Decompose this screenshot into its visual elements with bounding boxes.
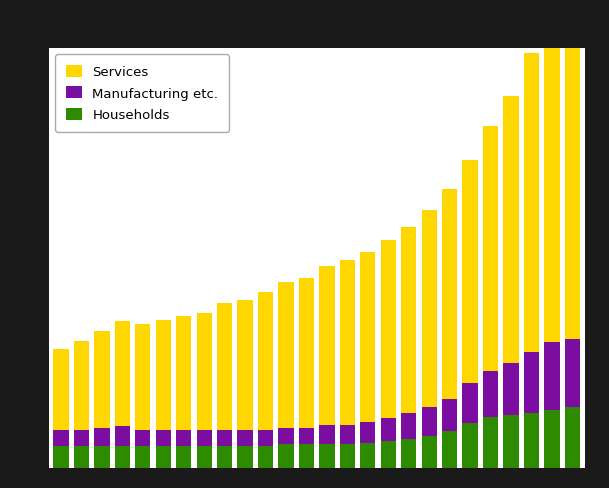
- Bar: [483, 417, 498, 468]
- Bar: [54, 349, 69, 430]
- Bar: [258, 430, 273, 446]
- Bar: [135, 430, 150, 446]
- Bar: [524, 414, 539, 468]
- Bar: [340, 444, 355, 468]
- Bar: [176, 317, 191, 430]
- Bar: [176, 446, 191, 468]
- Bar: [155, 446, 171, 468]
- Bar: [176, 430, 191, 446]
- Bar: [381, 241, 396, 418]
- Bar: [381, 418, 396, 441]
- Bar: [483, 372, 498, 417]
- Bar: [54, 446, 69, 468]
- Bar: [114, 446, 130, 468]
- Bar: [360, 443, 376, 468]
- Bar: [74, 446, 89, 468]
- Bar: [278, 283, 294, 428]
- Bar: [258, 292, 273, 430]
- Bar: [442, 431, 457, 468]
- Bar: [381, 441, 396, 468]
- Bar: [421, 210, 437, 407]
- Bar: [544, 410, 560, 468]
- Bar: [217, 304, 232, 430]
- Legend: Services, Manufacturing etc., Households: Services, Manufacturing etc., Households: [55, 55, 229, 132]
- Bar: [155, 430, 171, 446]
- Bar: [544, 7, 560, 343]
- Bar: [54, 430, 69, 446]
- Bar: [217, 430, 232, 446]
- Bar: [565, 29, 580, 339]
- Bar: [503, 364, 519, 415]
- Bar: [360, 422, 376, 443]
- Bar: [462, 423, 478, 468]
- Bar: [340, 425, 355, 444]
- Bar: [238, 446, 253, 468]
- Bar: [114, 427, 130, 446]
- Bar: [74, 341, 89, 430]
- Bar: [340, 260, 355, 425]
- Bar: [524, 352, 539, 414]
- Bar: [401, 228, 417, 414]
- Bar: [462, 383, 478, 423]
- Bar: [421, 436, 437, 468]
- Bar: [401, 414, 417, 439]
- Bar: [258, 446, 273, 468]
- Bar: [299, 428, 314, 444]
- Bar: [135, 325, 150, 430]
- Bar: [74, 430, 89, 446]
- Bar: [155, 320, 171, 430]
- Bar: [94, 428, 110, 446]
- Bar: [401, 439, 417, 468]
- Bar: [217, 446, 232, 468]
- Bar: [94, 331, 110, 428]
- Bar: [319, 425, 334, 444]
- Bar: [197, 446, 212, 468]
- Bar: [462, 160, 478, 383]
- Bar: [299, 444, 314, 468]
- Bar: [197, 430, 212, 446]
- Bar: [278, 444, 294, 468]
- Bar: [524, 54, 539, 352]
- Bar: [238, 301, 253, 430]
- Bar: [503, 97, 519, 364]
- Bar: [319, 267, 334, 425]
- Bar: [544, 343, 560, 410]
- Bar: [421, 407, 437, 436]
- Bar: [503, 415, 519, 468]
- Bar: [278, 428, 294, 444]
- Bar: [442, 399, 457, 431]
- Bar: [114, 322, 130, 427]
- Bar: [319, 444, 334, 468]
- Bar: [360, 252, 376, 422]
- Bar: [94, 446, 110, 468]
- Bar: [299, 278, 314, 428]
- Bar: [565, 339, 580, 407]
- Bar: [238, 430, 253, 446]
- Bar: [442, 189, 457, 399]
- Bar: [197, 313, 212, 430]
- Bar: [483, 126, 498, 372]
- Bar: [565, 407, 580, 468]
- Bar: [135, 446, 150, 468]
